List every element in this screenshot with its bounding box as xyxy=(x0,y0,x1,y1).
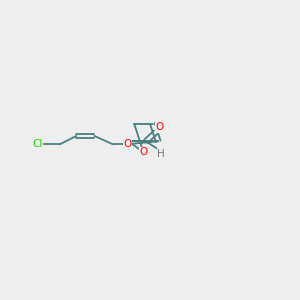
Text: O: O xyxy=(156,122,164,132)
Text: O: O xyxy=(139,147,148,157)
Text: Cl: Cl xyxy=(32,139,42,149)
Text: O: O xyxy=(123,139,131,149)
Text: H: H xyxy=(158,149,165,159)
